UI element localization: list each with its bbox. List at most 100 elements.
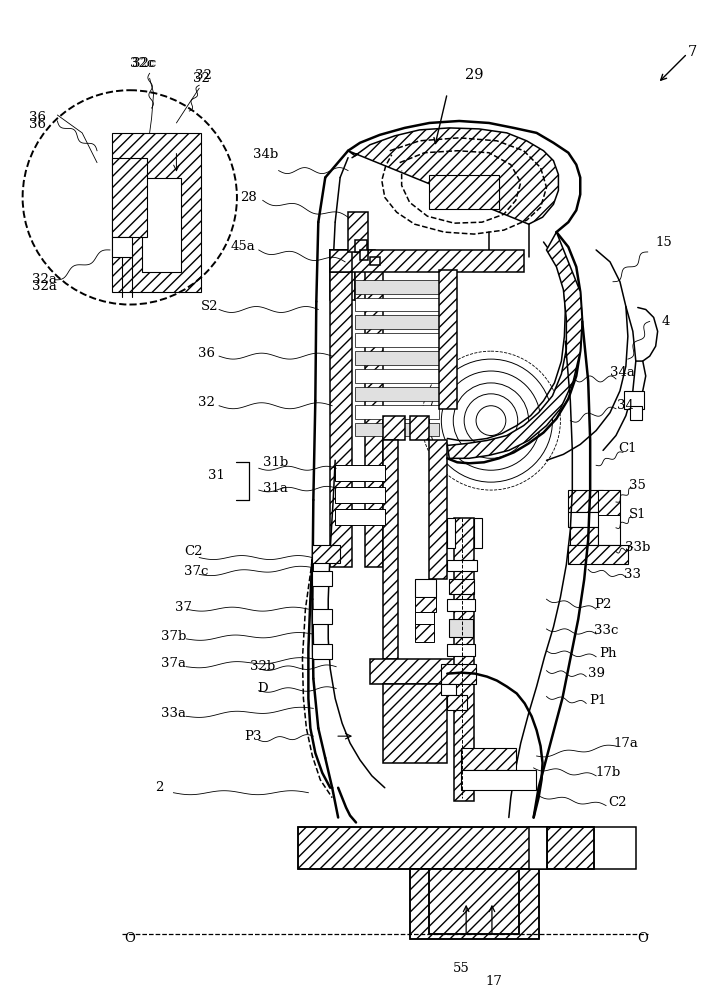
Text: 15: 15 [655,236,672,249]
Bar [624,391,644,409]
Text: 34: 34 [618,399,634,412]
Bar [528,827,546,869]
Bar [112,158,146,237]
Text: 31: 31 [208,469,224,482]
Text: 32: 32 [198,396,215,409]
Bar [355,387,439,401]
Text: O: O [638,932,648,945]
Text: 17: 17 [486,975,503,988]
Bar [441,664,476,684]
Text: 37b: 37b [161,630,186,643]
Text: 34b: 34b [253,148,278,161]
Bar [429,869,519,934]
Bar [330,250,352,567]
Bar [383,684,447,763]
Text: D: D [258,682,268,695]
Text: 36: 36 [198,347,215,360]
Bar [546,827,635,869]
Bar [335,487,385,503]
Bar [370,257,380,265]
Bar [370,659,469,684]
Bar [447,560,477,571]
Bar [355,250,375,300]
Text: 32: 32 [195,69,211,82]
Text: 36: 36 [29,118,46,131]
Text: S2: S2 [201,300,218,313]
Text: 37a: 37a [161,657,186,670]
Bar [429,440,447,579]
Bar [598,490,620,515]
Bar [415,579,436,597]
Bar [474,518,482,548]
Bar [330,250,355,300]
Polygon shape [112,133,201,292]
Bar [298,827,546,869]
Bar [447,518,456,548]
Text: 35: 35 [629,479,646,492]
Bar [461,748,516,770]
Bar [568,490,603,512]
Text: 32: 32 [193,72,210,85]
Bar [348,212,368,252]
Bar [312,545,340,563]
Bar [355,240,367,252]
Bar [447,695,467,710]
Text: 33b: 33b [625,541,650,554]
Bar [355,280,439,294]
Text: 31a: 31a [263,482,288,495]
Bar [355,333,439,347]
Text: P3: P3 [244,730,261,743]
Bar [415,597,436,612]
Text: 7: 7 [688,45,697,59]
Bar [415,612,434,624]
Bar [598,490,620,545]
Polygon shape [447,232,582,458]
Text: 36: 36 [29,111,46,124]
Text: Ph: Ph [599,647,617,660]
Text: P2: P2 [594,598,612,611]
Bar [112,237,132,257]
Bar [312,644,332,659]
Bar [355,315,439,329]
Bar [355,423,439,436]
Bar [312,571,332,586]
Text: 29: 29 [465,68,483,82]
Bar [449,619,473,637]
Bar [355,351,439,365]
Bar [410,416,429,440]
Bar [454,518,474,801]
Bar [410,869,538,939]
Polygon shape [348,128,558,224]
Text: 34a: 34a [610,366,635,379]
Text: C1: C1 [618,442,637,455]
Bar [335,465,385,481]
Bar [630,406,642,420]
Text: 45a: 45a [231,240,256,253]
Bar [568,512,603,527]
Bar [415,624,434,642]
Text: 2: 2 [156,781,164,794]
Text: O: O [124,932,135,945]
Text: 55: 55 [453,962,470,975]
Bar [383,416,405,440]
Bar [429,175,499,209]
Bar [439,270,457,409]
Bar [570,527,598,545]
Text: P1: P1 [590,694,607,707]
Bar [449,579,474,594]
Bar [298,827,546,869]
Text: 17b: 17b [595,766,620,779]
Text: 28: 28 [241,191,257,204]
Text: 37: 37 [175,601,192,614]
Text: 33c: 33c [594,624,618,637]
Text: 37c: 37c [184,565,208,578]
Bar [383,440,398,659]
Bar [568,545,628,564]
Text: 31b: 31b [263,456,288,469]
Bar [141,178,181,272]
Text: 17a: 17a [613,737,638,750]
Bar [461,770,536,790]
Text: 33: 33 [624,568,641,581]
Bar [546,827,594,869]
Bar [330,250,352,272]
